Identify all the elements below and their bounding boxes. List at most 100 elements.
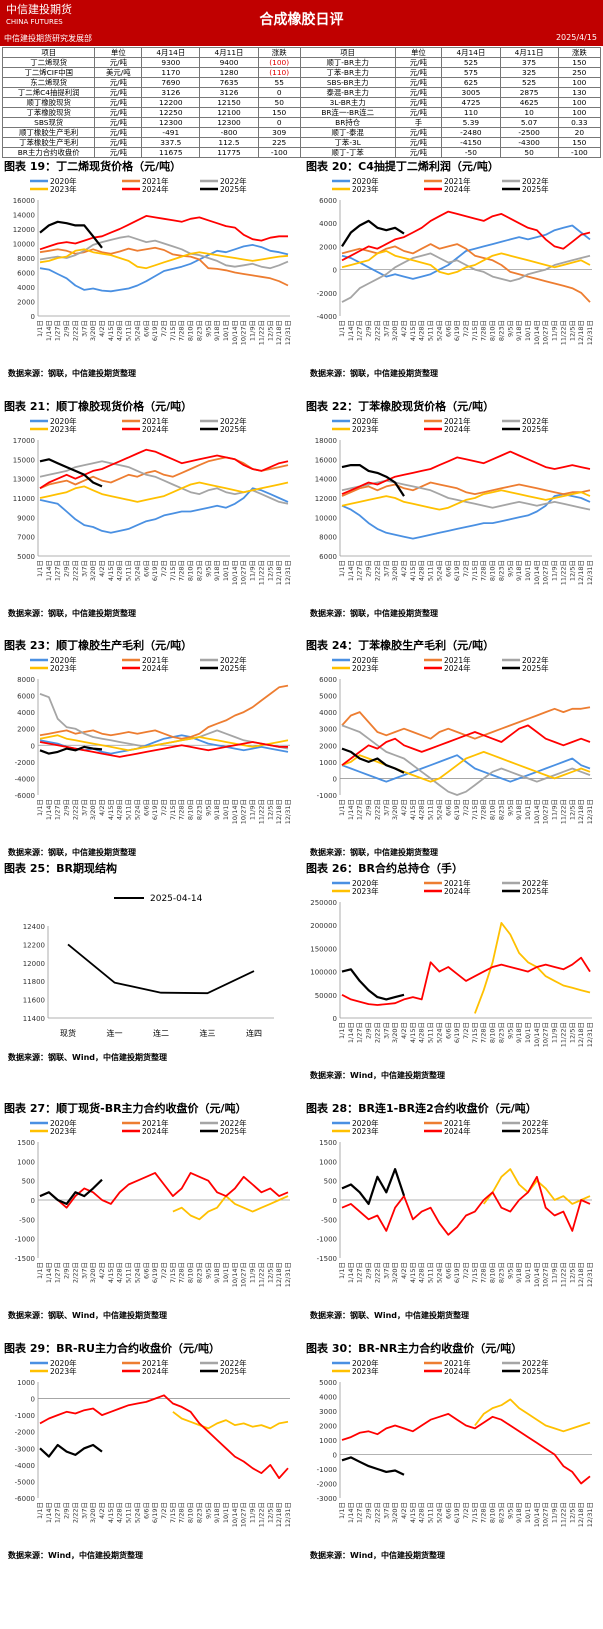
x-tick-label: 8/10日 [187,799,195,820]
x-tick-label: 4/28日 [116,320,124,341]
x-tick-label: 4/2日 [400,1502,408,1519]
y-tick-label: -1500 [15,1255,35,1263]
x-tick-label: 4/2日 [98,560,106,577]
logo-cn: 中信建投期货 [6,3,72,16]
x-tick-label: 2/22日 [71,560,79,581]
y-tick-label: -6000 [15,1495,35,1503]
y-tick-label: 12000 [13,226,35,234]
legend-item: 2020年 [332,416,379,426]
y-tick-label: 12000 [315,495,337,503]
x-tick-label: 10/14日 [533,1022,541,1047]
chart-svg: 2020年 2021年 2022年 2023年 2024年 2025年 -6000 -5000… [15,1358,292,1527]
legend-item: 2022年 [200,1358,247,1368]
x-tick-label: 10/14日 [231,560,239,585]
legend-item: 2024年 [424,1366,471,1376]
legend-item: 2024年 [424,1126,471,1136]
table-cell: 12300 [141,117,201,128]
legend-item: 2021年 [424,655,471,665]
x-tick-label: 6/19日 [453,1262,461,1283]
table-cell: 顺丁橡胶生产毛利 [1,127,96,138]
table-header-cell: 4月14日 [141,47,201,58]
table-cell: 丁二烯C4抽提利润 [1,87,96,98]
x-tick-label: 7/2日 [462,799,470,816]
data-source: 数据来源：钢联，中信建投期货整理 [310,369,438,378]
y-tick-label: 2000 [17,726,35,734]
y-tick-label: 15000 [13,456,35,464]
x-tick-label: 9/18日 [213,320,221,341]
legend-label: 2025年 [220,663,247,673]
x-tick-label: 8/10日 [489,799,497,820]
legend-item: 2020年 [332,176,379,186]
series-line [341,489,591,511]
y-tick-label: -1500 [317,1255,337,1263]
x-tick-label: 12/5日 [266,560,274,581]
x-tick-label: 连四 [246,1028,262,1038]
x-tick-label: 7/2日 [462,1262,470,1279]
x-tick-label: 7/28日 [480,1502,488,1523]
x-tick-label: 2/9日 [365,1502,373,1519]
table-cell: 3126 [141,87,201,98]
table-cell: -800 [199,127,259,138]
x-tick-label: 10/1日 [222,1262,230,1283]
legend-item: 2025年 [200,1366,247,1376]
x-tick-label: 12/31日 [586,320,594,345]
table-cell: 375 [499,57,559,68]
x-tick-label: 5/24日 [133,1262,141,1283]
legend-label: 2024年 [142,1126,169,1136]
table-cell: 9400 [199,57,259,68]
table-cell: SBS现货 [1,117,96,128]
x-tick-label: 8/23日 [497,560,505,581]
x-tick-label: 连一 [107,1028,123,1038]
table-cell: 9300 [141,57,201,68]
chart-title: 图表 22：丁苯橡胶现货价格（元/吨） [306,400,495,413]
x-tick-label: 5/11日 [125,799,133,820]
x-tick-label: 12/31日 [586,1022,594,1047]
x-tick-label: 12/31日 [284,1262,292,1287]
table-cell: 3126 [199,87,259,98]
y-tick-label: 6000 [319,553,337,561]
y-tick-label: 0 [31,313,35,321]
x-tick-label: 8/10日 [489,1022,497,1043]
x-tick-label: 6/19日 [151,320,159,341]
chart-title: 图表 28：BR连1-BR连2合约收盘价（元/吨） [306,1102,537,1115]
x-tick-label: 12/18日 [275,320,283,345]
table-cell: 元/吨 [394,77,443,88]
table-cell: 12200 [141,97,201,108]
x-tick-label: 10/27日 [240,560,248,585]
x-tick-label: 12/31日 [586,1502,594,1527]
chart-svg: 2020年 2021年 2022年 2023年 2024年 2025年 0 2000 4000 6… [13,176,292,345]
y-tick-label: 10000 [13,241,35,249]
table-cell: 4625 [499,97,559,108]
legend-item: 2021年 [122,1118,169,1128]
x-tick-label: 2/22日 [71,1262,79,1283]
chart-title: 图表 25：BR期现结构 [4,862,117,875]
table-cell: 50 [499,147,559,158]
table-cell: 手 [394,117,443,128]
x-tick-label: 6/6日 [444,1502,452,1519]
x-tick-label: 5/24日 [435,799,443,820]
x-tick-label: 1/27日 [356,560,364,581]
x-tick-label: 12/5日 [266,799,274,820]
x-tick-label: 3/20日 [391,1022,399,1043]
x-tick-label: 7/15日 [471,320,479,341]
x-tick-label: 10/14日 [231,320,239,345]
x-tick-label: 1/14日 [45,1502,53,1523]
table-header-cell: 4月11日 [499,47,559,58]
legend-item: 2023年 [30,663,77,673]
x-tick-label: 12/5日 [568,560,576,581]
series-line [39,1172,289,1209]
y-tick-label: 1000 [319,1158,337,1166]
table-cell: 元/吨 [394,137,443,148]
x-tick-label: 12/18日 [577,1502,585,1527]
x-tick-label: 5/24日 [435,560,443,581]
y-tick-label: 14000 [315,476,337,484]
series-line [39,220,103,249]
legend-item: 2020年 [30,1118,77,1128]
x-tick-label: 4/28日 [418,320,426,341]
legend-label: 2022年 [522,1118,549,1128]
x-tick-label: 10/27日 [542,799,550,824]
y-tick-label: 8000 [17,255,35,263]
y-tick-label: 8000 [17,676,35,684]
x-tick-label: 4/15日 [409,1022,417,1043]
x-tick-label: 10/14日 [533,1262,541,1287]
